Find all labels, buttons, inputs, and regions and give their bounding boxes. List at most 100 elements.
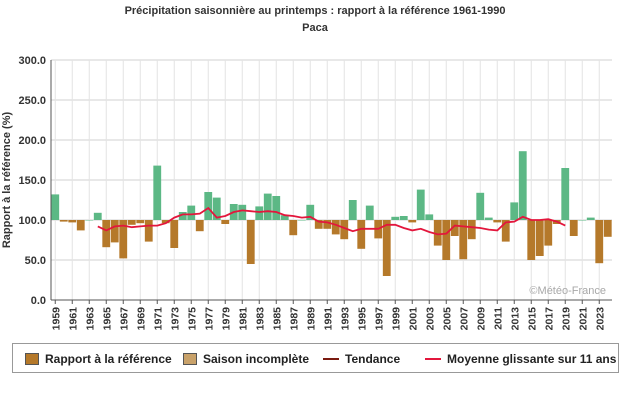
- legend-swatch-moyenne-glissante: [425, 358, 441, 360]
- legend-item-moyenne-glissante: Moyenne glissante sur 11 ans: [425, 351, 616, 367]
- chart-subtitle: Paca: [302, 22, 328, 34]
- x-tick-label: 2023: [594, 307, 606, 331]
- bar: [68, 220, 77, 223]
- bar: [595, 220, 604, 264]
- x-tick-label: 2017: [543, 307, 555, 331]
- y-tick-label: 150.0: [18, 175, 46, 187]
- x-tick-label: 1969: [135, 307, 147, 331]
- bar: [603, 220, 612, 237]
- x-tick-label: 2015: [526, 307, 538, 331]
- legend-item-saison-incomplete: Saison incomplète: [183, 351, 309, 367]
- bar: [348, 200, 357, 220]
- bar: [221, 220, 230, 224]
- bar: [195, 220, 204, 232]
- bar: [136, 220, 145, 224]
- x-tick-label: 2007: [458, 307, 470, 331]
- chart-legend: Rapport à la référence Saison incomplète…: [12, 343, 619, 373]
- bar: [204, 192, 213, 220]
- x-tick-label: 1995: [356, 307, 368, 331]
- x-tick-label: 1967: [118, 307, 130, 331]
- x-tick-label: 2021: [577, 307, 589, 331]
- bar: [467, 220, 476, 240]
- x-tick-label: 1959: [50, 307, 62, 331]
- bar: [510, 202, 519, 220]
- x-tick-label: 2011: [492, 307, 504, 330]
- y-tick-label: 50.0: [25, 255, 46, 267]
- y-tick-label: 250.0: [18, 95, 46, 107]
- x-tick-label: 1963: [84, 307, 96, 331]
- bar: [102, 220, 111, 248]
- bar: [365, 205, 374, 220]
- bar: [59, 220, 68, 222]
- x-tick-label: 1971: [152, 307, 164, 331]
- x-tick-label: 1999: [390, 307, 402, 331]
- y-axis-title: Rapport à la référence (%): [1, 112, 13, 249]
- bar: [501, 220, 510, 242]
- bar: [178, 212, 187, 220]
- y-tick-label: 0.0: [31, 295, 46, 307]
- legend-item-rapport: Rapport à la référence: [25, 351, 172, 367]
- bar: [306, 204, 315, 220]
- bar: [297, 220, 306, 221]
- x-tick-label: 2003: [424, 307, 436, 331]
- bar: [340, 220, 349, 240]
- bar: [255, 206, 264, 220]
- bar: [76, 220, 85, 231]
- x-tick-label: 1979: [220, 307, 232, 331]
- x-tick-label: 1997: [373, 307, 385, 331]
- x-tick-label: 1977: [203, 307, 215, 331]
- bar: [272, 196, 281, 220]
- bar: [408, 220, 417, 223]
- bar: [238, 204, 247, 220]
- bar: [382, 220, 391, 276]
- bar: [425, 214, 434, 220]
- bar: [476, 192, 485, 220]
- bar: [212, 197, 221, 220]
- bar: [280, 215, 289, 220]
- bar: [416, 189, 425, 220]
- x-tick-label: 2001: [407, 307, 419, 331]
- bar: [391, 216, 400, 220]
- bar: [357, 220, 366, 249]
- bar: [450, 220, 459, 236]
- bar: [578, 220, 587, 221]
- y-tick-label: 100.0: [18, 215, 46, 227]
- x-tick-label: 1975: [186, 307, 198, 331]
- legend-label-tendance: Tendance: [345, 352, 401, 366]
- bar: [187, 205, 196, 220]
- legend-label-moyenne-glissante: Moyenne glissante sur 11 ans: [447, 352, 617, 366]
- moving-average-line: [97, 206, 566, 236]
- legend-swatch-tendance: [323, 358, 339, 360]
- x-tick-label: 1981: [237, 307, 249, 331]
- bar: [289, 220, 298, 236]
- x-tick-label: 1987: [288, 307, 300, 331]
- x-tick-label: 2019: [560, 307, 572, 331]
- bar: [93, 212, 102, 220]
- x-tick-label: 1961: [67, 307, 79, 331]
- x-tick-label: 1965: [101, 307, 113, 331]
- bar: [161, 220, 170, 224]
- bar: [110, 220, 119, 243]
- bar: [569, 220, 578, 236]
- bar: [323, 220, 332, 229]
- bar: [518, 151, 527, 220]
- bar: [51, 194, 60, 220]
- bar: [153, 165, 162, 220]
- x-tick-label: 2005: [441, 307, 453, 331]
- bar: [170, 220, 179, 248]
- bar: [527, 220, 536, 260]
- bar: [442, 220, 451, 260]
- legend-swatch-saison-incomplete: [183, 353, 197, 365]
- bar: [263, 193, 272, 220]
- legend-label-rapport: Rapport à la référence: [45, 352, 172, 366]
- bar: [433, 220, 442, 246]
- bar: [561, 168, 570, 220]
- bar: [484, 217, 493, 220]
- bar: [85, 220, 94, 221]
- bar: [535, 220, 544, 256]
- chart-title: Précipitation saisonnière au printemps :…: [124, 5, 506, 17]
- bar: [399, 216, 408, 220]
- bar: [246, 220, 255, 264]
- x-tick-label: 1993: [339, 307, 351, 331]
- bar: [586, 217, 595, 220]
